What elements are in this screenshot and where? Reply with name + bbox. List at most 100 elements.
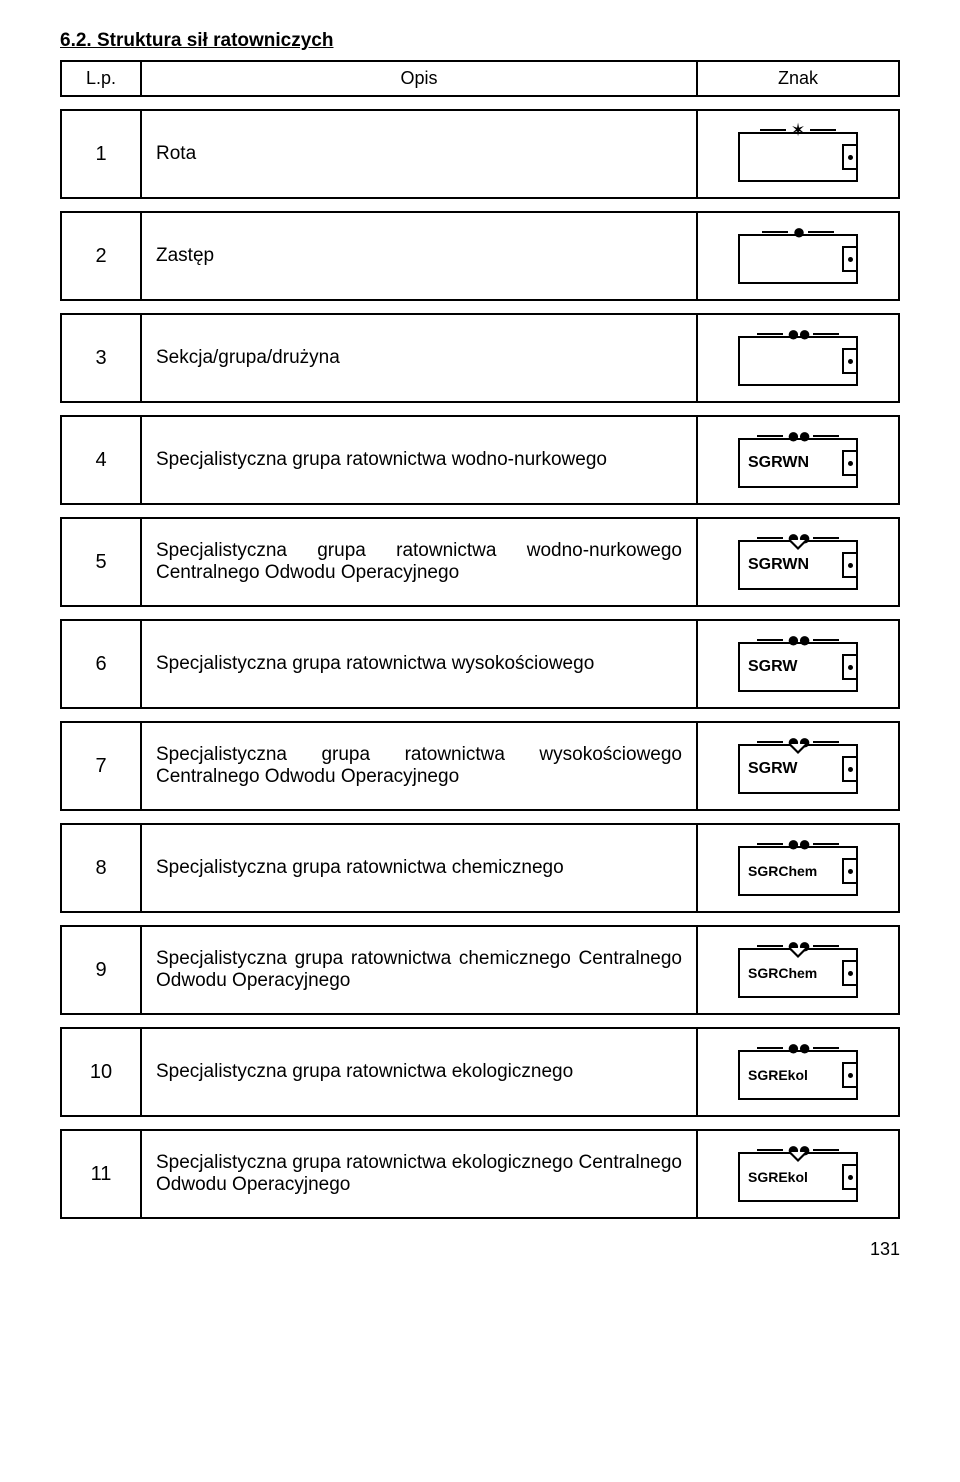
triangle-icon	[788, 744, 808, 754]
row-znak: ●●SGREkol	[698, 1131, 898, 1217]
symbol-rect: SGRWN	[738, 438, 858, 488]
right-block-icon	[842, 1062, 858, 1088]
triangle-icon	[788, 1152, 808, 1162]
line-right	[813, 435, 839, 437]
symbol-rect: SGRChem	[738, 948, 858, 998]
symbol-box: ●●	[738, 330, 858, 386]
table-row: 10Specjalistyczna grupa ratownictwa ekol…	[60, 1027, 900, 1117]
symbol-label: SGRWN	[748, 454, 809, 472]
row-lp: 9	[62, 927, 142, 1013]
table-row: 3Sekcja/grupa/drużyna ●●	[60, 313, 900, 403]
row-znak: ●	[698, 213, 898, 299]
line-left	[762, 231, 788, 233]
triangle-icon	[788, 540, 808, 550]
table-row: 7Specjalistyczna grupa ratownictwa wysok…	[60, 721, 900, 811]
symbol-box: ●●SGREkol	[738, 1044, 858, 1100]
line-right	[808, 231, 834, 233]
line-right	[810, 129, 836, 131]
table-row: 9Specjalistyczna grupa ratownictwa chemi…	[60, 925, 900, 1015]
line-left	[757, 435, 783, 437]
header-lp: L.p.	[62, 62, 142, 95]
table-row: 1Rota✶	[60, 109, 900, 199]
table-row: 4Specjalistyczna grupa ratownictwa wodno…	[60, 415, 900, 505]
symbol-box: ●●SGRWN	[738, 432, 858, 488]
symbol-label: SGRChem	[748, 863, 817, 879]
row-opis: Specjalistyczna grupa ratownictwa wysoko…	[142, 723, 698, 809]
symbol-rect	[738, 132, 858, 182]
table-row: 6Specjalistyczna grupa ratownictwa wysok…	[60, 619, 900, 709]
row-lp: 4	[62, 417, 142, 503]
row-lp: 2	[62, 213, 142, 299]
line-left	[757, 741, 783, 743]
line-left	[757, 537, 783, 539]
row-znak: ●●SGRW	[698, 723, 898, 809]
header-opis: Opis	[142, 62, 698, 95]
symbol-label: SGRW	[748, 760, 797, 778]
symbol-label: SGREkol	[748, 1169, 808, 1185]
row-opis: Specjalistyczna grupa ratownictwa wodno-…	[142, 417, 698, 503]
symbol-label: SGRWN	[748, 556, 809, 574]
symbol-rect: SGREkol	[738, 1050, 858, 1100]
row-opis: Specjalistyczna grupa ratownictwa ekolog…	[142, 1029, 698, 1115]
symbol-box: ●●SGRWN	[738, 534, 858, 590]
right-block-icon	[842, 654, 858, 680]
row-znak: ●●SGRWN	[698, 519, 898, 605]
line-left	[757, 1047, 783, 1049]
symbol-box: ●	[738, 228, 858, 284]
right-block-icon	[842, 858, 858, 884]
section-heading: 6.2. Struktura sił ratowniczych	[60, 30, 900, 52]
row-znak: ✶	[698, 111, 898, 197]
row-opis: Specjalistyczna grupa ratownictwa wodno-…	[142, 519, 698, 605]
row-lp: 10	[62, 1029, 142, 1115]
row-opis: Zastęp	[142, 213, 698, 299]
symbol-rect	[738, 234, 858, 284]
header-znak: Znak	[698, 62, 898, 95]
right-block-icon	[842, 960, 858, 986]
row-opis: Specjalistyczna grupa ratownictwa chemic…	[142, 927, 698, 1013]
row-lp: 5	[62, 519, 142, 605]
symbol-label: SGRW	[748, 658, 797, 676]
right-block-icon	[842, 348, 858, 374]
right-block-icon	[842, 1164, 858, 1190]
line-left	[757, 333, 783, 335]
line-left	[757, 639, 783, 641]
table-row: 5Specjalistyczna grupa ratownictwa wodno…	[60, 517, 900, 607]
row-lp: 3	[62, 315, 142, 401]
line-right	[813, 741, 839, 743]
row-opis: Specjalistyczna grupa ratownictwa chemic…	[142, 825, 698, 911]
row-opis: Specjalistyczna grupa ratownictwa wysoko…	[142, 621, 698, 707]
table-row: 8Specjalistyczna grupa ratownictwa chemi…	[60, 823, 900, 913]
symbol-rect: SGREkol	[738, 1152, 858, 1202]
row-opis: Specjalistyczna grupa ratownictwa ekolog…	[142, 1131, 698, 1217]
line-left	[757, 1149, 783, 1151]
row-lp: 8	[62, 825, 142, 911]
right-block-icon	[842, 246, 858, 272]
row-lp: 6	[62, 621, 142, 707]
symbol-box: ✶	[738, 126, 858, 182]
symbol-box: ●●SGRChem	[738, 942, 858, 998]
symbol-rect: SGRChem	[738, 846, 858, 896]
row-znak: ●●SGRWN	[698, 417, 898, 503]
symbol-box: ●●SGRW	[738, 738, 858, 794]
page-number: 131	[60, 1239, 900, 1260]
line-right	[813, 1047, 839, 1049]
line-left	[757, 843, 783, 845]
row-opis: Rota	[142, 111, 698, 197]
symbol-rect: SGRW	[738, 642, 858, 692]
row-opis: Sekcja/grupa/drużyna	[142, 315, 698, 401]
symbol-box: ●●SGRW	[738, 636, 858, 692]
table-row: 2Zastęp ●	[60, 211, 900, 301]
right-block-icon	[842, 450, 858, 476]
line-right	[813, 1149, 839, 1151]
line-right	[813, 537, 839, 539]
right-block-icon	[842, 756, 858, 782]
table-row: 11Specjalistyczna grupa ratownictwa ekol…	[60, 1129, 900, 1219]
right-block-icon	[842, 144, 858, 170]
symbol-box: ●●SGREkol	[738, 1146, 858, 1202]
right-block-icon	[842, 552, 858, 578]
symbol-box: ●●SGRChem	[738, 840, 858, 896]
symbol-rect	[738, 336, 858, 386]
triangle-icon	[788, 948, 808, 958]
row-znak: ●●SGRChem	[698, 927, 898, 1013]
line-right	[813, 639, 839, 641]
